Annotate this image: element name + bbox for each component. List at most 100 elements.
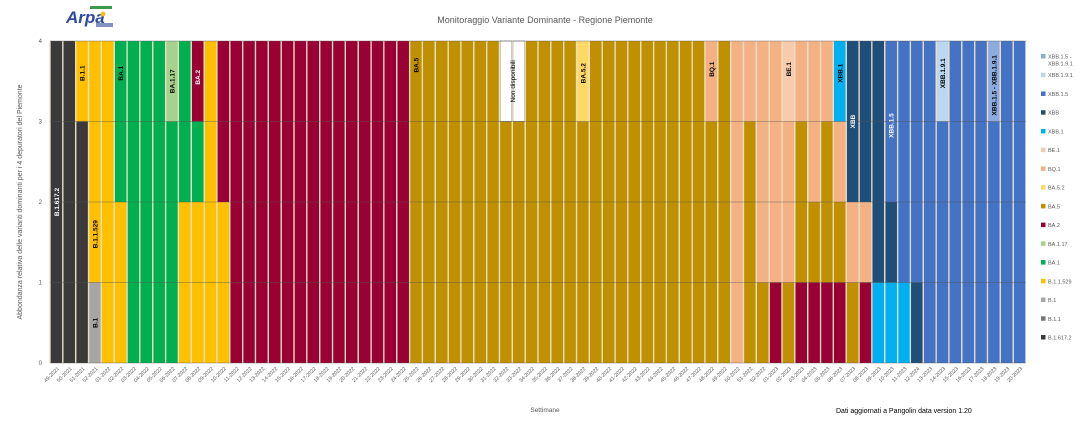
bar-segment [435,41,448,122]
bar-segment [153,41,165,122]
bar-segment [371,41,384,122]
bar-segment [898,41,910,122]
bar-segment [358,41,371,122]
bar-segment [551,41,564,122]
bar-segment [872,41,885,122]
bar-segment [397,282,409,363]
bar-segment [1013,121,1026,202]
bar-segment [923,202,936,283]
legend-label: XBB.1.5 - [1048,55,1072,61]
bar-segment [744,121,756,202]
bar-segment [525,121,538,202]
bar-segment [564,41,576,122]
segment-label: BQ.1 [709,61,716,77]
bar-segment [371,121,384,202]
bar-segment [949,202,962,283]
legend-item: BA.1.17 [1041,241,1068,248]
bar-segment [89,121,101,202]
bar-segment [281,121,294,202]
bar-segment [256,121,268,202]
bar-segment [679,121,692,202]
bar-segment [50,41,63,122]
bar-segment [166,41,178,122]
bars-layer [49,40,1026,363]
bar-segment [628,121,641,202]
bar-segment [230,282,243,363]
bar-segment [756,202,769,283]
legend-item: XBB.1.5 -XBB.1.9.1 [1041,54,1073,68]
bar-segment [166,202,178,283]
bar-segment [885,41,897,122]
bar-segment [191,282,204,363]
bar-segment [782,202,795,283]
bar-segment [153,202,165,283]
bar-segment [538,202,551,283]
bar-segment [101,202,114,283]
legend-swatch [1041,297,1046,303]
segment-label: BA.2 [195,69,202,84]
bar-segment [808,202,820,283]
y-tick-label: 4 [39,39,43,45]
bar-segment [898,121,910,202]
bar-segment [769,202,782,283]
legend-label: BA.2 [1048,223,1060,229]
bar-segment [949,41,962,122]
bar-segment [1013,41,1026,122]
bar-segment [718,41,731,122]
bar-segment [988,121,1000,202]
segment-label: B.1.1.529 [92,220,99,249]
bar-segment [551,121,564,202]
bar-segment [320,121,332,202]
bar-segment [988,202,1000,283]
bar-segment [679,41,692,122]
bar-segment [667,202,679,283]
bar-segment [345,41,358,122]
bar-segment [846,282,859,363]
bar-segment [782,121,795,202]
legend-item: B.1.617.2 [1041,335,1072,342]
bar-segment [846,202,859,283]
legend-swatch [1041,222,1046,228]
y-ticks: 0 1 2 3 4 [39,39,43,367]
bar-segment [63,121,76,202]
bar-segment [191,202,204,283]
segment-label: Non disponibili [510,60,517,102]
bar-segment [101,121,114,202]
bar-segment [410,121,422,202]
segment-label: XBB.1.5 - XBB.1.9.1 [991,55,998,116]
bar-segment [872,202,885,283]
segment-label: B.1.617.2 [54,188,61,217]
bar-segment [975,282,987,363]
gridlines [50,40,1026,364]
bar-segment [397,121,409,202]
bar-segment [76,202,88,283]
bar-segment [872,282,885,363]
bar-segment [204,41,217,122]
bar-segment [448,282,461,363]
bar-segment [936,282,949,363]
bar-segment [628,282,641,363]
legend-swatch [1041,335,1046,340]
bar-segment [423,41,435,122]
segment-label: XBB.1 [837,63,844,83]
legend-item: BA.2 [1041,222,1060,229]
bar-segment [166,282,178,363]
bar-segment [923,121,936,202]
bar-segment [423,121,435,202]
bar-segment [345,202,358,283]
bar-segment [705,202,718,283]
bar-segment [731,202,743,283]
bar-segment [397,41,409,122]
bar-segment [589,121,602,202]
legend-label: XBB.1.9.1 [1048,73,1073,79]
bar-segment [769,282,782,363]
bar-segment [769,41,782,122]
bar-segment [1000,282,1013,363]
legend-item: XBB [1041,110,1059,117]
bar-segment [333,41,345,122]
bar-segment [872,121,885,202]
bar-segment [975,121,987,202]
bar-segment [397,202,409,283]
bar-segment [898,202,910,283]
y-tick-label: 3 [39,120,43,126]
